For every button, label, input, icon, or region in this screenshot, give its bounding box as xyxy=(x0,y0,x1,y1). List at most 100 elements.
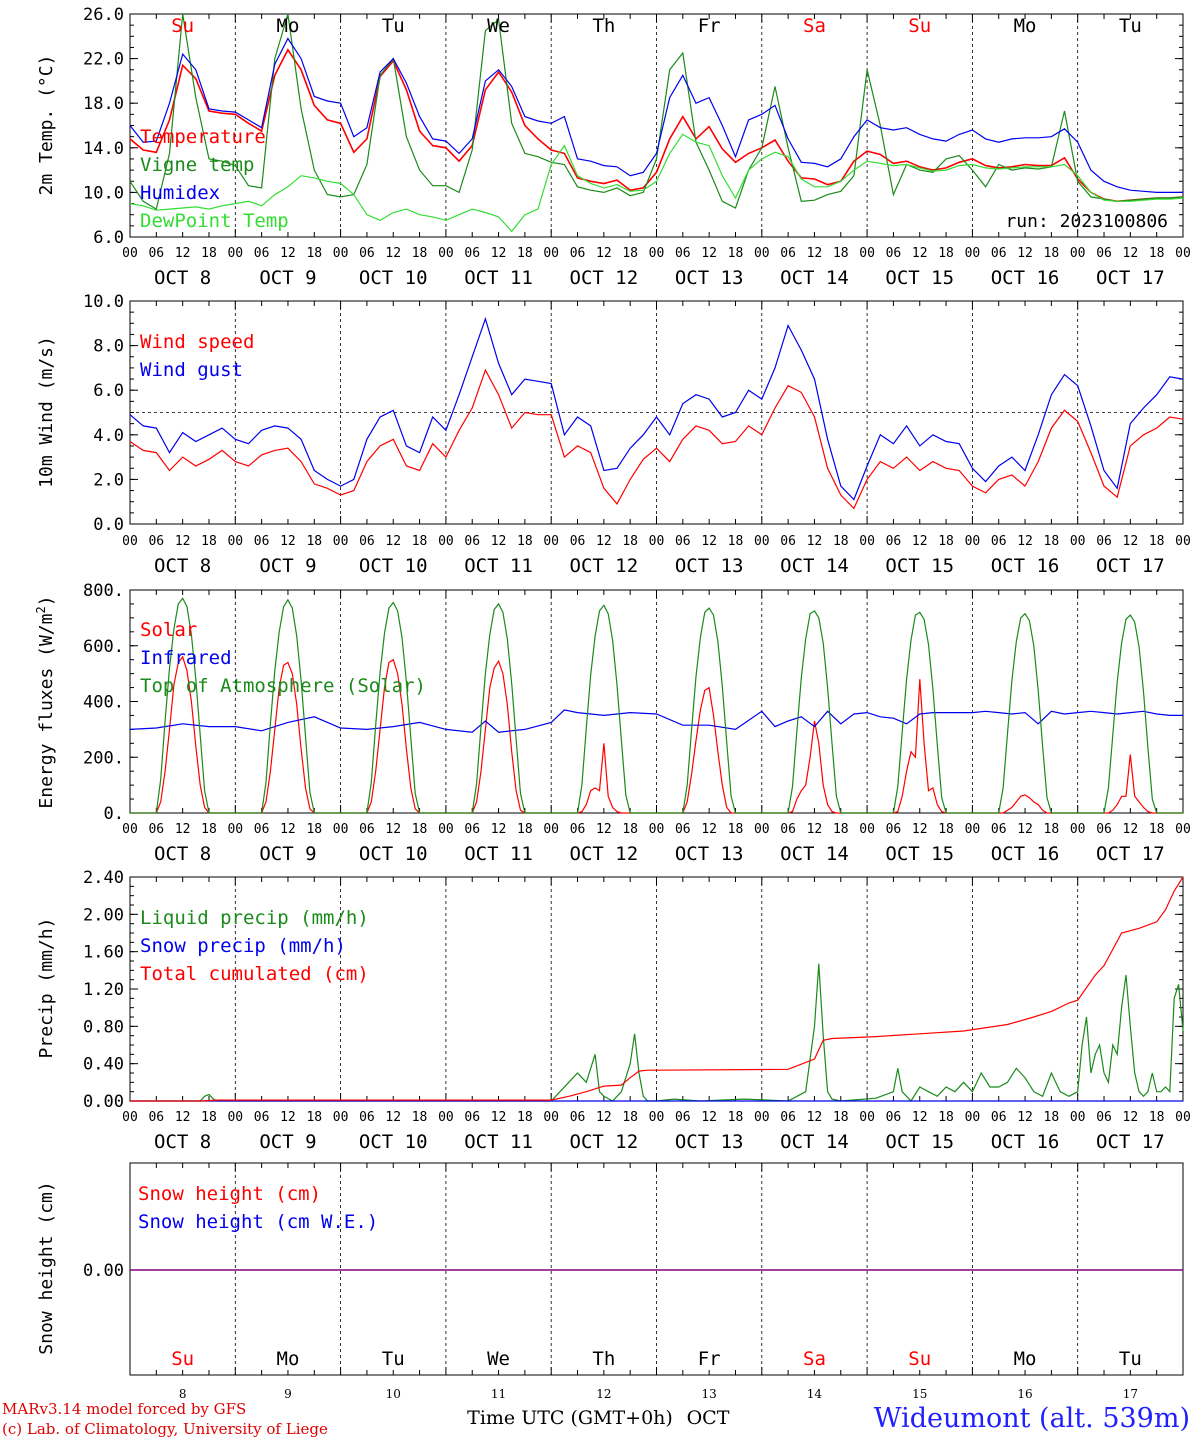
energy-ylabel-main: Energy fluxes (W/m xyxy=(36,614,57,809)
y-tick-label: 10.0 xyxy=(83,183,124,203)
hour-label: 00 xyxy=(1175,246,1191,261)
hour-label: 18 xyxy=(728,246,744,261)
hour-label: 12 xyxy=(596,1110,612,1125)
hour-label: 06 xyxy=(675,822,691,837)
legend-snow-precip: Snow precip (mm/h) xyxy=(140,935,346,957)
day-of-week-label: We xyxy=(487,1348,510,1370)
day-of-week-label: Mo xyxy=(277,1348,300,1370)
hour-label: 18 xyxy=(201,822,217,837)
y-tick-label: 600. xyxy=(83,637,124,657)
hour-label: 00 xyxy=(122,534,138,549)
y-tick-label: 0. xyxy=(104,804,124,824)
date-label: OCT 9 xyxy=(259,1131,316,1153)
hour-label: 18 xyxy=(1044,246,1060,261)
top-of-atmosphere-solar-line xyxy=(130,597,1183,814)
hour-label: 00 xyxy=(859,246,875,261)
temperature-panel: 2m Temp. (°C) 6.0 10.0 14.0 18.0 22.0 26.0 00 0… xyxy=(36,5,1191,289)
plot-frame xyxy=(129,589,1184,814)
wind-ylabel: 10m Wind (m/s) xyxy=(36,336,57,488)
legend-vigne-temp: Vigne temp xyxy=(140,154,254,176)
hour-label: 18 xyxy=(306,1110,322,1125)
hour-label: 18 xyxy=(728,1110,744,1125)
snow-panel: Snow height (cm) 0.00 Su Mo Tu We Th Fr Sa Su Mo T… xyxy=(36,1162,1184,1401)
lab-credit: (c) Lab. of Climatology, University of L… xyxy=(2,1420,328,1438)
hour-label: 00 xyxy=(333,246,349,261)
hour-label: 12 xyxy=(1017,534,1033,549)
hour-label: 06 xyxy=(254,534,270,549)
day-number-label: 10 xyxy=(386,1387,401,1401)
hour-label: 00 xyxy=(649,534,665,549)
date-label: OCT 8 xyxy=(154,1131,211,1153)
date-label: OCT 16 xyxy=(991,843,1060,865)
energy-ylabel: Energy fluxes (W/m2) xyxy=(34,595,57,808)
hour-label: 00 xyxy=(1070,534,1086,549)
y-tick-label: 2.00 xyxy=(83,905,124,925)
hour-label: 12 xyxy=(385,534,401,549)
date-label: OCT 12 xyxy=(570,1131,639,1153)
hour-label: 00 xyxy=(965,1110,981,1125)
hour-label: 18 xyxy=(833,534,849,549)
y-tick-label: 8.0 xyxy=(93,337,124,357)
hour-label: 18 xyxy=(833,246,849,261)
hour-label: 06 xyxy=(675,246,691,261)
hour-label: 06 xyxy=(570,534,586,549)
hour-label: 00 xyxy=(543,1110,559,1125)
hour-label: 18 xyxy=(412,822,428,837)
day-of-week-label: Th xyxy=(592,15,615,37)
date-label: OCT 13 xyxy=(675,1131,744,1153)
y-tick-label: 200. xyxy=(83,748,124,768)
hour-label: 12 xyxy=(1017,822,1033,837)
day-of-week-label: Mo xyxy=(1014,15,1037,37)
hour-label: 18 xyxy=(728,822,744,837)
hour-label: 18 xyxy=(412,534,428,549)
wind-gust-line xyxy=(129,316,1184,501)
legend-snow-height-we: Snow height (cm W.E.) xyxy=(138,1211,378,1233)
hour-label: 12 xyxy=(1123,1110,1139,1125)
date-label: OCT 8 xyxy=(154,555,211,577)
day-of-week-label: Sa xyxy=(803,1348,826,1370)
day-number-label: 15 xyxy=(912,1387,927,1401)
hour-label: 12 xyxy=(280,246,296,261)
hour-label: 06 xyxy=(780,246,796,261)
hour-label: 18 xyxy=(1149,534,1165,549)
hour-label: 00 xyxy=(965,246,981,261)
wind-speed-line xyxy=(129,368,1184,510)
date-label: OCT 17 xyxy=(1096,843,1165,865)
day-number-label: 11 xyxy=(491,1387,506,1401)
hour-label: 12 xyxy=(1017,246,1033,261)
hour-label: 06 xyxy=(886,1110,902,1125)
date-label: OCT 14 xyxy=(780,843,849,865)
hour-label: 06 xyxy=(886,534,902,549)
hour-label: 06 xyxy=(991,246,1007,261)
legend-wind-gust: Wind gust xyxy=(140,359,243,381)
day-of-week-label: Su xyxy=(171,15,194,37)
hour-label: 12 xyxy=(175,534,191,549)
energy-panel: Energy fluxes (W/m2) 0. 200. 400. 600. 800. 0… xyxy=(34,581,1191,865)
hour-label: 12 xyxy=(175,246,191,261)
hour-label: 18 xyxy=(728,534,744,549)
hour-label: 12 xyxy=(912,534,928,549)
hour-label: 12 xyxy=(701,822,717,837)
date-label: OCT 8 xyxy=(154,267,211,289)
hour-label: 00 xyxy=(1175,822,1191,837)
hour-label: 18 xyxy=(1149,246,1165,261)
hour-label: 00 xyxy=(649,822,665,837)
date-label: OCT 9 xyxy=(259,555,316,577)
total-cumulated-cm-line xyxy=(130,876,1184,1102)
day-of-week-label: Su xyxy=(908,1348,931,1370)
hour-label: 00 xyxy=(333,1110,349,1125)
hour-label: 00 xyxy=(1070,822,1086,837)
date-label: OCT 14 xyxy=(780,267,849,289)
day-of-week-label: Tu xyxy=(1119,15,1142,37)
liquid-precip-mm-h-line xyxy=(130,963,1184,1102)
hour-label: 18 xyxy=(412,246,428,261)
date-label: OCT 10 xyxy=(359,555,428,577)
date-label: OCT 15 xyxy=(885,843,954,865)
hour-label: 06 xyxy=(780,534,796,549)
hour-label: 00 xyxy=(1070,246,1086,261)
hour-label: 06 xyxy=(570,246,586,261)
hour-label: 12 xyxy=(701,1110,717,1125)
day-number-label: 8 xyxy=(179,1387,187,1401)
y-tick-label: 18.0 xyxy=(83,94,124,114)
hour-label: 12 xyxy=(807,534,823,549)
